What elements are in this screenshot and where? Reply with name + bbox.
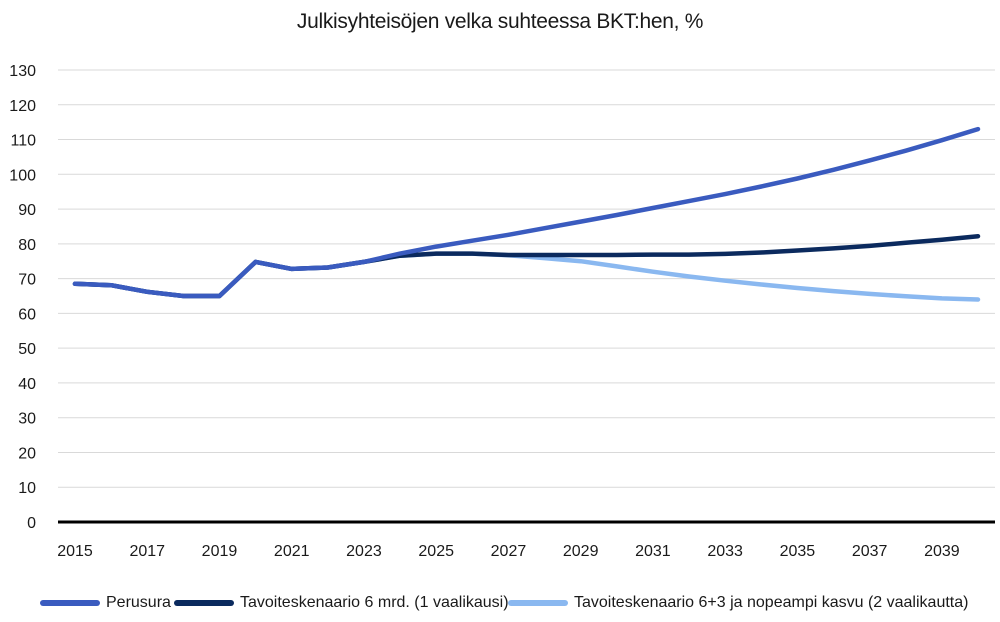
x-tick-label: 2037 [852,543,888,560]
y-tick-label: 100 [9,167,36,184]
y-tick-label: 90 [18,202,36,219]
y-tick-label: 60 [18,306,36,323]
y-tick-label: 110 [10,133,36,150]
chart-title: Julkisyhteisöjen velka suhteessa BKT:hen… [296,10,704,33]
series-line-2 [72,251,981,302]
legend-label-1: Tavoiteskenaario 6 mrd. (1 vaalikausi) [240,594,509,611]
legend-item-0: Perusura [40,588,171,618]
legend-swatch-1 [174,600,234,606]
y-tick-label: 50 [18,341,36,358]
x-tick-label: 2019 [202,543,238,560]
x-tick-label: 2035 [780,543,816,560]
series-line-1 [72,233,981,299]
x-tick-label: 2021 [274,543,310,560]
legend-swatch-2 [508,600,568,606]
y-tick-label: 120 [9,98,36,115]
x-tick-label: 2023 [346,543,382,560]
y-tick-label: 130 [9,63,36,80]
legend-swatch-0 [40,600,100,606]
gridlines [58,69,995,488]
y-axis: 0 10 20 30 40 50 60 70 80 90 100 110 120 130 [9,63,36,532]
y-tick-label: 10 [18,480,36,497]
x-tick-label: 2027 [491,543,527,560]
x-tick-label: 2025 [418,543,454,560]
y-tick-label: 70 [18,272,36,289]
legend-item-2: Tavoiteskenaario 6+3 ja nopeampi kasvu (… [508,588,968,618]
chart-plot: 0 10 20 30 40 50 60 70 80 90 100 110 120 130 2015 2017… [9,63,995,560]
series-lines [72,126,981,302]
x-tick-label: 2031 [635,543,671,560]
y-tick-label: 30 [18,411,36,428]
x-tick-label: 2017 [129,543,165,560]
legend: Perusura Tavoiteskenaario 6 mrd. (1 vaal… [0,588,1000,618]
legend-label-0: Perusura [106,594,171,611]
y-tick-label: 40 [18,376,36,393]
x-tick-label: 2015 [57,543,93,560]
x-tick-label: 2039 [924,543,960,560]
y-tick-label: 0 [27,515,36,532]
series-line-0 [72,126,981,299]
y-tick-label: 80 [18,237,36,254]
x-tick-label: 2029 [563,543,599,560]
legend-item-1: Tavoiteskenaario 6 mrd. (1 vaalikausi) [174,588,509,618]
x-axis: 2015 2017 2019 2021 2023 2025 2027 2029 2031 2033… [57,520,995,560]
x-tick-label: 2033 [707,543,743,560]
legend-label-2: Tavoiteskenaario 6+3 ja nopeampi kasvu (… [574,594,969,611]
y-tick-label: 20 [18,445,36,462]
